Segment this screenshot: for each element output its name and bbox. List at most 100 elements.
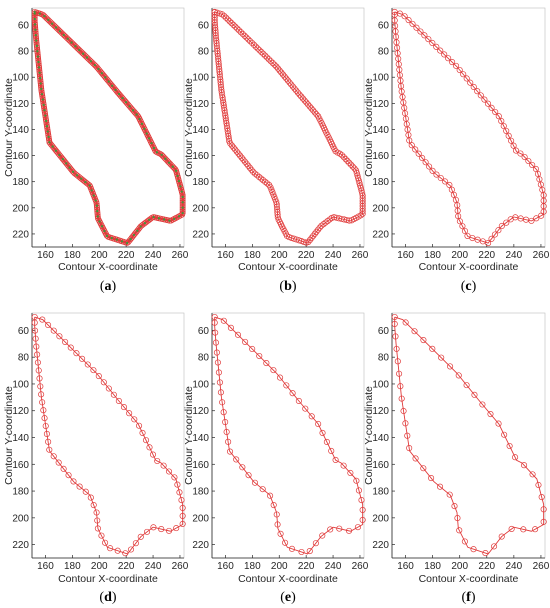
- contour-point-marker: [529, 161, 536, 169]
- contour-point-marker: [298, 548, 305, 556]
- contour-inner-mark: [179, 185, 182, 188]
- y-axis-label: Contour Y-coordinate: [363, 386, 375, 485]
- contour-point-marker: [95, 372, 102, 380]
- contour-point-marker: [327, 526, 334, 533]
- contour-point-marker: [492, 108, 499, 116]
- x-tick-label: 200: [271, 250, 288, 261]
- contour-point-marker: [508, 525, 515, 532]
- contour-point-marker: [158, 526, 165, 533]
- contour-point-marker: [60, 465, 67, 472]
- contour-point-marker: [232, 23, 239, 30]
- contour-point-marker: [50, 327, 57, 334]
- contour-point-marker: [495, 113, 502, 120]
- panel-b: 160 180 200 220 240 260 60 80 100 120 140 160 180 200…: [183, 7, 369, 294]
- contour-point-marker: [488, 235, 495, 242]
- contour-point-marker: [503, 219, 510, 226]
- contour-point-marker: [33, 343, 40, 350]
- panel-a: 160 180 200 220 240 260 60 80 100 120 140 160 180 200…: [3, 7, 189, 294]
- y-tick-label: 180: [372, 177, 389, 188]
- contour-point-marker: [235, 150, 242, 157]
- contour-inner-mark: [85, 56, 89, 59]
- contour-point-marker: [146, 444, 153, 451]
- y-tick-label: 200: [372, 203, 389, 214]
- contour-point-marker: [250, 41, 258, 48]
- x-tick-label: 240: [506, 561, 523, 572]
- contour-inner-mark: [173, 217, 176, 220]
- contour-point-marker: [479, 401, 486, 408]
- contour-point-marker: [284, 77, 292, 84]
- panel-caption: (e): [280, 590, 296, 605]
- x-tick-label: 220: [478, 250, 495, 261]
- contour-inner-mark: [181, 201, 184, 204]
- y-tick-label: 140: [192, 433, 209, 444]
- contour-point-marker: [470, 83, 477, 91]
- contour-point-marker: [308, 105, 315, 112]
- contour-point-marker: [132, 540, 139, 547]
- contour-inner-mark: [47, 135, 50, 138]
- contour-point-marker: [482, 550, 489, 557]
- x-tick-label: 260: [352, 561, 369, 572]
- plot-frame: [211, 312, 365, 559]
- contour-point-marker: [273, 511, 280, 518]
- contour-point-marker: [243, 34, 250, 41]
- contour-point-marker: [222, 419, 229, 426]
- contour-point-marker: [256, 352, 263, 360]
- contour-point-marker: [239, 30, 246, 38]
- contour-point-marker: [240, 156, 247, 163]
- contour-point-marker: [215, 369, 222, 376]
- contour-point-marker: [258, 49, 265, 56]
- contour-point-marker: [463, 382, 470, 389]
- contour-point-marker: [93, 509, 100, 516]
- contour-point-marker: [266, 182, 273, 189]
- y-axis-label: Contour Y-coordinate: [3, 78, 15, 177]
- contour-point-marker: [251, 479, 259, 486]
- x-axis-label: Contour X-coordinate: [238, 261, 338, 273]
- contour-point-marker: [40, 407, 47, 414]
- x-tick-label: 240: [145, 250, 162, 261]
- contour-point-marker: [304, 101, 312, 108]
- contour-point-marker: [277, 374, 284, 381]
- contour-point-marker: [510, 142, 517, 149]
- contour-point-marker: [281, 73, 288, 80]
- contour-point-marker: [491, 231, 499, 238]
- contour-inner-mark: [155, 151, 159, 154]
- contour-point-marker: [521, 462, 528, 469]
- contour-point-marker: [464, 232, 471, 239]
- contour-point-marker: [306, 103, 313, 110]
- contour-inner-mark: [88, 184, 91, 187]
- contour-point-marker: [220, 317, 227, 324]
- contour-inner-mark: [145, 132, 148, 135]
- contour-point-marker: [262, 178, 269, 185]
- contour-inner-mark: [160, 153, 163, 156]
- contour-point-marker: [219, 399, 226, 406]
- contour-point-marker: [237, 29, 244, 36]
- contour-inner-mark: [62, 33, 65, 37]
- contour-point-marker: [308, 234, 315, 241]
- contour-point-marker: [340, 462, 347, 469]
- contour-point-marker: [512, 147, 520, 154]
- contour-inner-mark: [121, 97, 124, 100]
- contour-point-marker: [39, 399, 46, 406]
- x-tick-label: 180: [424, 250, 441, 261]
- contour-inner-mark: [177, 180, 181, 183]
- contour-point-marker: [437, 47, 444, 54]
- panel-caption: (f): [461, 590, 475, 605]
- contour-point-marker: [358, 497, 365, 504]
- contour-point-marker: [243, 160, 250, 167]
- contour-point-marker: [50, 453, 57, 460]
- contour-point-marker: [143, 528, 151, 535]
- contour-inner-mark: [37, 60, 40, 64]
- contour-inner-mark: [40, 87, 43, 90]
- y-tick-label: 220: [372, 540, 389, 551]
- contour-point-marker: [449, 59, 456, 66]
- x-tick-label: 180: [64, 561, 81, 572]
- x-tick-label: 220: [478, 561, 495, 572]
- contour-point-marker: [274, 521, 281, 528]
- contour-point-marker: [282, 539, 289, 546]
- contour-point-marker: [34, 359, 41, 366]
- y-tick-label: 180: [372, 487, 389, 498]
- contour-point-marker: [336, 525, 343, 532]
- contour-point-marker: [442, 178, 449, 185]
- contour-point-marker: [355, 487, 362, 494]
- contour-point-marker: [214, 359, 221, 366]
